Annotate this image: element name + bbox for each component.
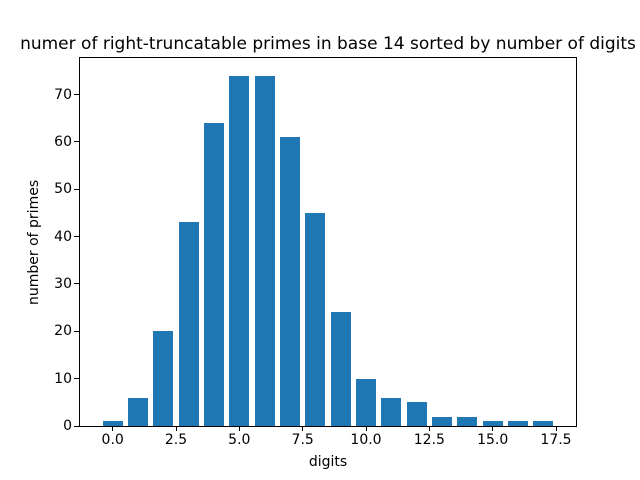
bar-digits-16 (507, 421, 529, 426)
x-tick-label: 7.5 (291, 432, 314, 448)
bar-digits-13 (431, 416, 453, 426)
y-tick-label: 70 (54, 86, 72, 103)
y-tick-label: 20 (54, 323, 72, 340)
y-tick-label: 60 (54, 133, 72, 150)
y-tick-mark (74, 94, 79, 95)
bar-digits-6 (254, 75, 275, 426)
x-tick-label: 15.0 (477, 432, 509, 448)
bar-digits-11 (381, 397, 402, 426)
y-tick-mark (74, 141, 79, 143)
bar-digits-3 (178, 222, 199, 426)
x-tick-label: 17.5 (540, 432, 572, 448)
bar-digits-1 (127, 397, 149, 426)
x-axis-label: digits (308, 454, 348, 470)
y-tick-mark (74, 330, 79, 332)
y-tick-mark (74, 188, 79, 190)
x-tick-label: 12.5 (413, 432, 445, 448)
y-tick-mark (74, 425, 79, 427)
chart-title: numer of right-truncatable primes in bas… (20, 34, 636, 54)
x-tick-label: 5.0 (228, 432, 251, 448)
y-tick-mark (74, 283, 79, 285)
bar-digits-15 (482, 421, 503, 426)
x-tick-mark (302, 427, 304, 431)
x-tick-mark (555, 427, 557, 431)
x-tick-mark (175, 427, 177, 431)
bar-digits-5 (229, 75, 250, 426)
bar-digits-2 (153, 331, 174, 426)
bar-digits-10 (355, 378, 377, 426)
x-tick-mark (238, 427, 240, 431)
x-tick-label: 0.0 (101, 432, 124, 448)
x-tick-label: 10.0 (350, 432, 382, 448)
bars-layer (80, 58, 576, 426)
x-tick-label: 2.5 (164, 432, 188, 448)
y-tick-label: 40 (54, 228, 72, 245)
bar-digits-8 (305, 212, 326, 426)
bar-digits-0 (102, 421, 123, 426)
y-tick-label: 0 (63, 418, 72, 434)
bar-digits-14 (457, 416, 478, 426)
y-tick-label: 30 (54, 275, 72, 292)
x-tick-mark (492, 427, 494, 431)
x-tick-mark (112, 427, 114, 431)
bar-digits-7 (279, 137, 301, 426)
bar-digits-17 (533, 421, 554, 426)
x-tick-mark (365, 427, 367, 431)
y-tick-label: 50 (54, 181, 72, 198)
plot-area (79, 57, 577, 427)
y-tick-mark (74, 236, 79, 238)
bar-digits-12 (406, 402, 427, 426)
y-tick-label: 10 (54, 370, 72, 387)
x-tick-mark (428, 427, 430, 431)
bar-digits-4 (203, 122, 225, 426)
bar-digits-9 (330, 312, 351, 426)
y-tick-mark (74, 378, 79, 380)
